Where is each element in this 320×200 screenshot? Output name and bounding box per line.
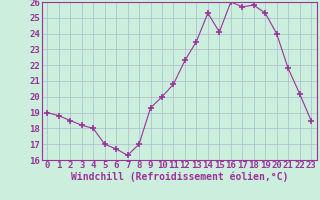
X-axis label: Windchill (Refroidissement éolien,°C): Windchill (Refroidissement éolien,°C) <box>70 172 288 182</box>
